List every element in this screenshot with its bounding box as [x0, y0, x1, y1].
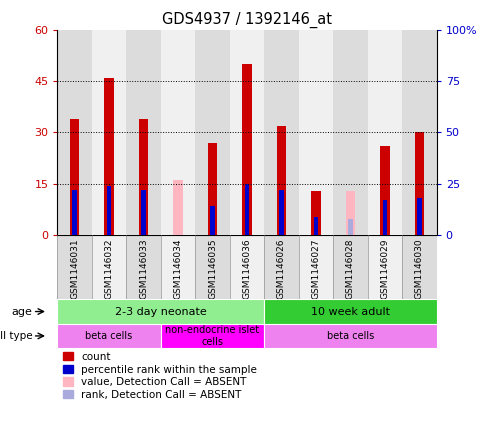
Text: age: age — [12, 307, 33, 316]
Text: GSM1146027: GSM1146027 — [311, 238, 320, 299]
Text: GSM1146034: GSM1146034 — [174, 238, 183, 299]
Bar — [417, 198, 422, 235]
Bar — [92, 235, 126, 299]
Bar — [333, 235, 368, 299]
Bar — [210, 206, 215, 235]
Bar — [299, 30, 333, 235]
Bar — [92, 30, 126, 235]
Bar — [195, 235, 230, 299]
Bar — [141, 190, 146, 235]
Text: GSM1146036: GSM1146036 — [243, 238, 251, 299]
Text: beta cells: beta cells — [327, 331, 374, 341]
Bar — [346, 191, 355, 235]
Title: GDS4937 / 1392146_at: GDS4937 / 1392146_at — [162, 12, 332, 28]
Legend: count, percentile rank within the sample, value, Detection Call = ABSENT, rank, : count, percentile rank within the sample… — [62, 352, 257, 400]
Text: GSM1146032: GSM1146032 — [105, 238, 114, 299]
Bar — [208, 143, 218, 235]
Bar — [126, 235, 161, 299]
Bar — [348, 219, 353, 235]
Bar — [230, 235, 264, 299]
Bar — [245, 184, 249, 235]
Bar — [139, 119, 148, 235]
Text: GSM1146026: GSM1146026 — [277, 238, 286, 299]
Bar — [368, 30, 402, 235]
Bar — [161, 235, 195, 299]
Bar — [383, 200, 387, 235]
Bar — [70, 119, 79, 235]
Text: 10 week adult: 10 week adult — [311, 307, 390, 316]
Bar — [276, 126, 286, 235]
Text: GSM1146029: GSM1146029 — [380, 238, 389, 299]
Text: cell type: cell type — [0, 331, 33, 341]
Text: GSM1146028: GSM1146028 — [346, 238, 355, 299]
Bar — [104, 77, 114, 235]
Bar — [173, 180, 183, 235]
Bar — [57, 30, 92, 235]
Bar — [299, 235, 333, 299]
Text: GSM1146031: GSM1146031 — [70, 238, 79, 299]
Bar — [368, 235, 402, 299]
Bar — [242, 64, 252, 235]
Text: GSM1146033: GSM1146033 — [139, 238, 148, 299]
Bar — [126, 30, 161, 235]
Bar — [314, 217, 318, 235]
Text: beta cells: beta cells — [85, 331, 133, 341]
Bar — [264, 235, 299, 299]
Bar — [380, 146, 390, 235]
Bar — [57, 299, 264, 324]
Bar — [264, 30, 299, 235]
Text: 2-3 day neonate: 2-3 day neonate — [115, 307, 207, 316]
Bar — [402, 30, 437, 235]
Bar — [264, 324, 437, 348]
Bar — [264, 299, 437, 324]
Bar — [311, 191, 321, 235]
Bar — [57, 324, 161, 348]
Bar — [107, 186, 111, 235]
Bar — [402, 235, 437, 299]
Bar — [57, 235, 92, 299]
Text: GSM1146030: GSM1146030 — [415, 238, 424, 299]
Text: GSM1146035: GSM1146035 — [208, 238, 217, 299]
Bar — [279, 190, 284, 235]
Bar — [195, 30, 230, 235]
Text: non-endocrine islet
cells: non-endocrine islet cells — [166, 325, 259, 347]
Bar — [161, 324, 264, 348]
Bar — [415, 132, 424, 235]
Bar — [161, 30, 195, 235]
Bar — [72, 190, 77, 235]
Bar — [333, 30, 368, 235]
Bar — [230, 30, 264, 235]
